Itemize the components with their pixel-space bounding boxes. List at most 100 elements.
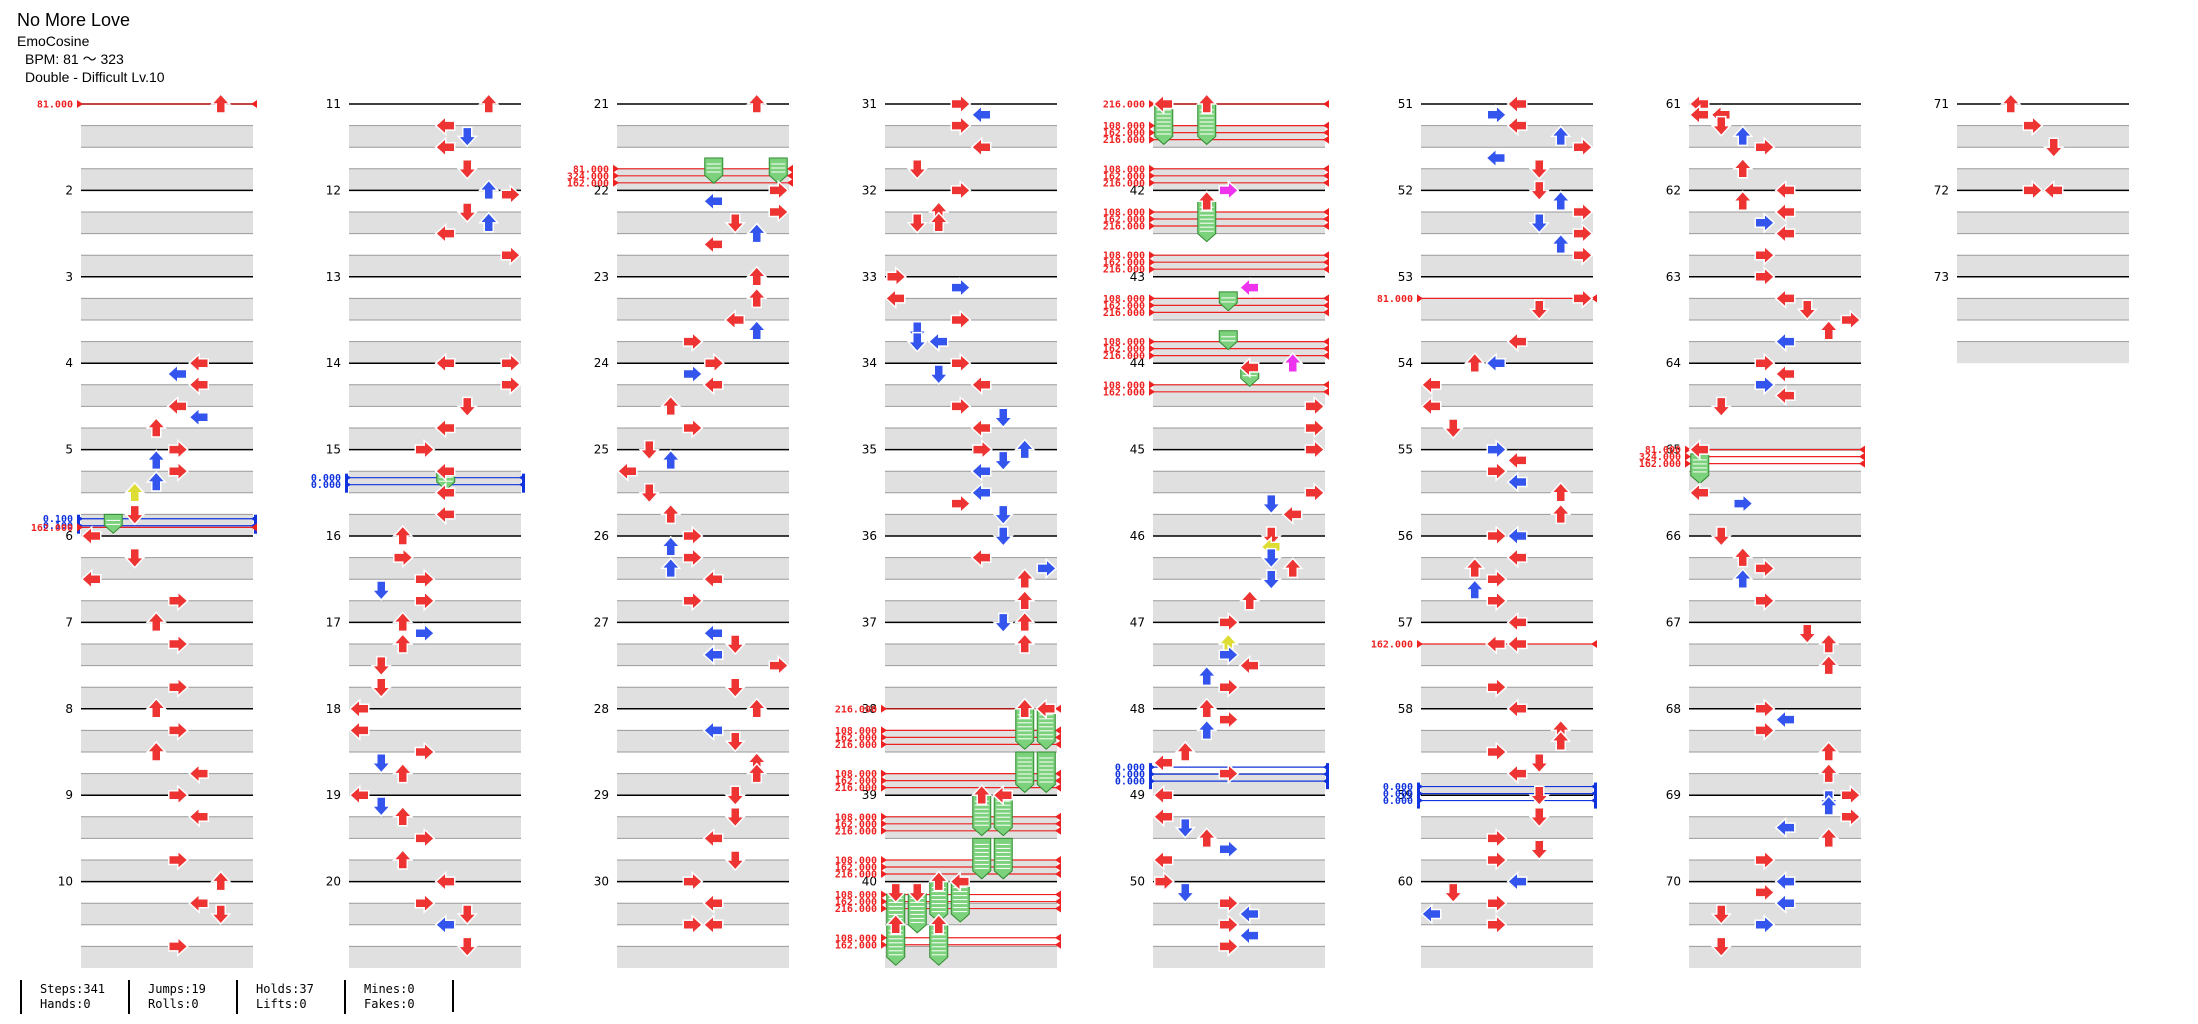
arrow-down-icon (1528, 807, 1550, 828)
arrow-left-icon (884, 287, 906, 310)
measure-number: 4 (65, 356, 73, 370)
stop-label: 0.100 (43, 521, 73, 532)
arrow-right-icon (682, 590, 704, 612)
bpm-marker-left (1685, 452, 1691, 461)
beat-band (885, 773, 1057, 796)
arrow-left-icon (1420, 395, 1442, 418)
bpm-label: 162.000 (1103, 128, 1145, 139)
arrow-down-icon (906, 331, 928, 353)
beat-band (349, 644, 521, 666)
bpm-marker-left (1149, 121, 1155, 130)
measure-number: 7 (65, 615, 73, 629)
arrow-right-icon (1486, 914, 1508, 936)
arrow-right-icon (1486, 568, 1508, 590)
arrow-left-icon (970, 460, 992, 482)
measure-number: 3 (65, 270, 73, 284)
bpm-marker-right (1323, 380, 1329, 389)
arrow-up-icon (1196, 190, 1218, 211)
arrow-right-icon (768, 654, 790, 677)
arrow-up-icon (1196, 827, 1218, 849)
arrow-right-icon (168, 438, 189, 461)
arrow-right-icon (1304, 395, 1326, 418)
arrow-right-icon (1218, 838, 1240, 860)
arrow-right-icon (1218, 611, 1240, 634)
bpm-marker-right (1055, 776, 1061, 785)
beat-band (1153, 600, 1325, 623)
beat-band (349, 687, 521, 709)
measure-number: 43 (1130, 270, 1145, 284)
arrow-left-icon (1420, 374, 1442, 396)
bpm-marker-left (881, 940, 887, 949)
beat-band (349, 471, 521, 493)
arrow-right-icon (1754, 374, 1776, 396)
arrow-right-icon (682, 417, 704, 439)
beat-band (81, 255, 253, 277)
arrow-right-icon (682, 870, 704, 893)
arrow-right-icon (168, 784, 189, 806)
measure-number: 31 (862, 97, 877, 111)
arrow-down-icon (992, 612, 1014, 634)
beat-band (1689, 600, 1861, 623)
bpm-marker-right (1055, 856, 1061, 864)
arrow-up-icon (1550, 730, 1572, 751)
arrow-right-icon (704, 352, 725, 374)
measure-number: 69 (1666, 788, 1681, 802)
beat-band (1689, 946, 1861, 968)
bpm-marker-left (881, 863, 887, 871)
bpm-label: 108.000 (1103, 208, 1145, 219)
bpm-marker-left (1685, 445, 1691, 454)
arrow-left-icon (1688, 104, 1710, 126)
stats-panel: Steps:341 Hands:0 Jumps:19 Rolls:0 Holds… (20, 980, 454, 1014)
bpm-marker-left (881, 783, 887, 792)
arrow-up-icon (928, 211, 950, 233)
measure-number: 29 (594, 788, 609, 802)
arrow-left-icon (1152, 784, 1174, 806)
arrow-down-icon (1260, 526, 1282, 548)
arrow-down-icon (1710, 526, 1732, 548)
bpm-marker-left (1149, 308, 1155, 317)
arrow-left-icon (1774, 222, 1796, 245)
beat-band (1153, 255, 1325, 277)
measure-number: 61 (1666, 97, 1681, 111)
beat-band (617, 903, 789, 925)
arrow-left-icon (1506, 330, 1528, 353)
arrow-left-icon (1774, 384, 1796, 407)
beat-band (1153, 773, 1325, 796)
arrow-right-icon (1754, 244, 1776, 266)
measure-number: 24 (594, 356, 609, 370)
bpm-marker-left (881, 933, 887, 942)
song-title: No More Love (17, 10, 131, 30)
arrow-right-icon (1154, 870, 1175, 893)
arrow-left-icon (702, 568, 724, 590)
bpm-label: 216.000 (1103, 222, 1145, 233)
arrow-right-icon (682, 914, 704, 936)
beat-band (617, 298, 789, 320)
bpm-label: 162.000 (1639, 459, 1681, 470)
beat-band (349, 212, 521, 234)
beat-band (81, 730, 253, 752)
bpm-label: 81.000 (573, 164, 609, 175)
measure-number: 50 (1130, 875, 1145, 889)
arrow-down-icon (124, 547, 146, 569)
arrow-up-icon (210, 92, 232, 114)
bpm-label: 162.000 (1103, 215, 1145, 226)
arrow-down-icon (1796, 623, 1818, 645)
measure-number: 8 (65, 702, 73, 716)
beat-band (1153, 298, 1325, 320)
arrow-up-icon (1732, 546, 1754, 568)
beat-band (1153, 212, 1325, 234)
beat-band (1153, 514, 1325, 536)
arrow-left-icon (1485, 147, 1506, 169)
arrow-right-icon (886, 266, 907, 288)
bpm-marker-left (77, 523, 83, 532)
arrow-left-icon (1238, 654, 1260, 677)
stop-bar-right (1594, 782, 1597, 809)
arrow-left-icon (970, 417, 992, 439)
bpm-marker-left (881, 870, 887, 878)
stat-fakes: Fakes:0 (364, 997, 415, 1011)
arrow-left-icon (702, 233, 724, 256)
arrow-down-icon (638, 483, 660, 504)
arrow-left-icon (1506, 870, 1528, 893)
arrow-left-icon (1238, 356, 1260, 379)
arrow-right-icon (1754, 719, 1776, 742)
